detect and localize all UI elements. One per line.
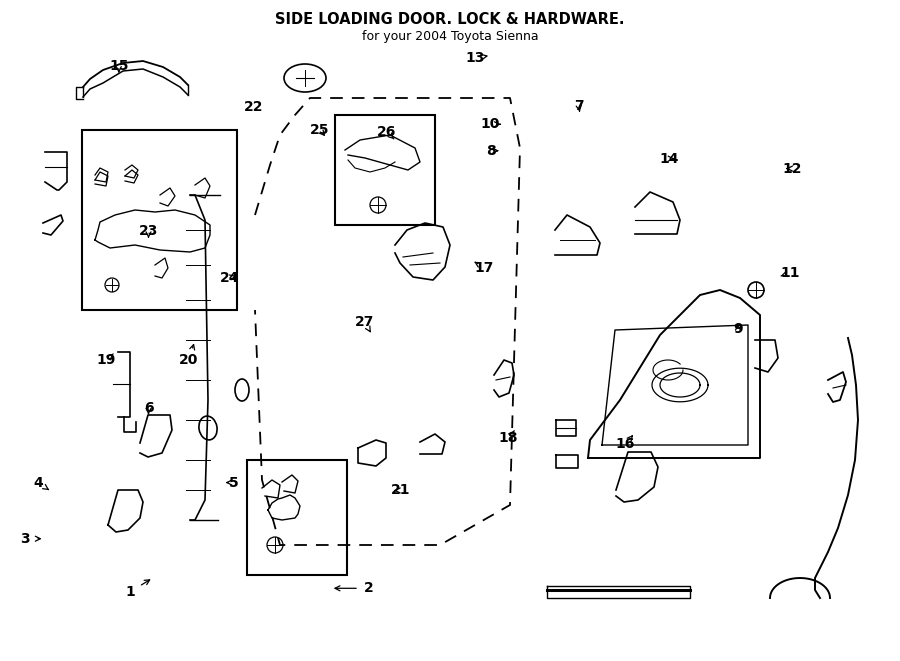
Text: 23: 23 xyxy=(139,224,158,239)
Text: 3: 3 xyxy=(21,531,30,546)
Text: 5: 5 xyxy=(230,475,238,490)
Bar xyxy=(82,130,237,310)
Text: 22: 22 xyxy=(244,100,264,114)
Text: 13: 13 xyxy=(465,51,485,65)
Text: for your 2004 Toyota Sienna: for your 2004 Toyota Sienna xyxy=(362,30,538,43)
Text: 19: 19 xyxy=(96,353,116,368)
Text: 17: 17 xyxy=(474,260,494,275)
Text: 21: 21 xyxy=(391,483,410,498)
Text: 27: 27 xyxy=(355,315,374,329)
Text: 7: 7 xyxy=(574,98,583,113)
Text: 2: 2 xyxy=(364,581,373,596)
Text: 16: 16 xyxy=(616,437,635,451)
Text: 24: 24 xyxy=(220,270,239,285)
Text: 20: 20 xyxy=(179,353,199,368)
Text: 15: 15 xyxy=(109,59,129,73)
Text: 8: 8 xyxy=(486,143,495,158)
Text: SIDE LOADING DOOR. LOCK & HARDWARE.: SIDE LOADING DOOR. LOCK & HARDWARE. xyxy=(275,12,625,27)
Bar xyxy=(247,460,347,575)
Text: 6: 6 xyxy=(144,401,153,416)
Text: 9: 9 xyxy=(734,322,742,336)
Bar xyxy=(335,115,435,225)
Text: 12: 12 xyxy=(782,161,802,176)
Text: 10: 10 xyxy=(481,117,500,132)
Text: 25: 25 xyxy=(310,122,329,137)
Text: 1: 1 xyxy=(126,584,135,599)
Text: 18: 18 xyxy=(499,431,518,446)
Text: 26: 26 xyxy=(377,125,397,139)
Text: 14: 14 xyxy=(660,151,680,166)
Text: 4: 4 xyxy=(33,475,42,490)
Text: 11: 11 xyxy=(780,266,800,280)
